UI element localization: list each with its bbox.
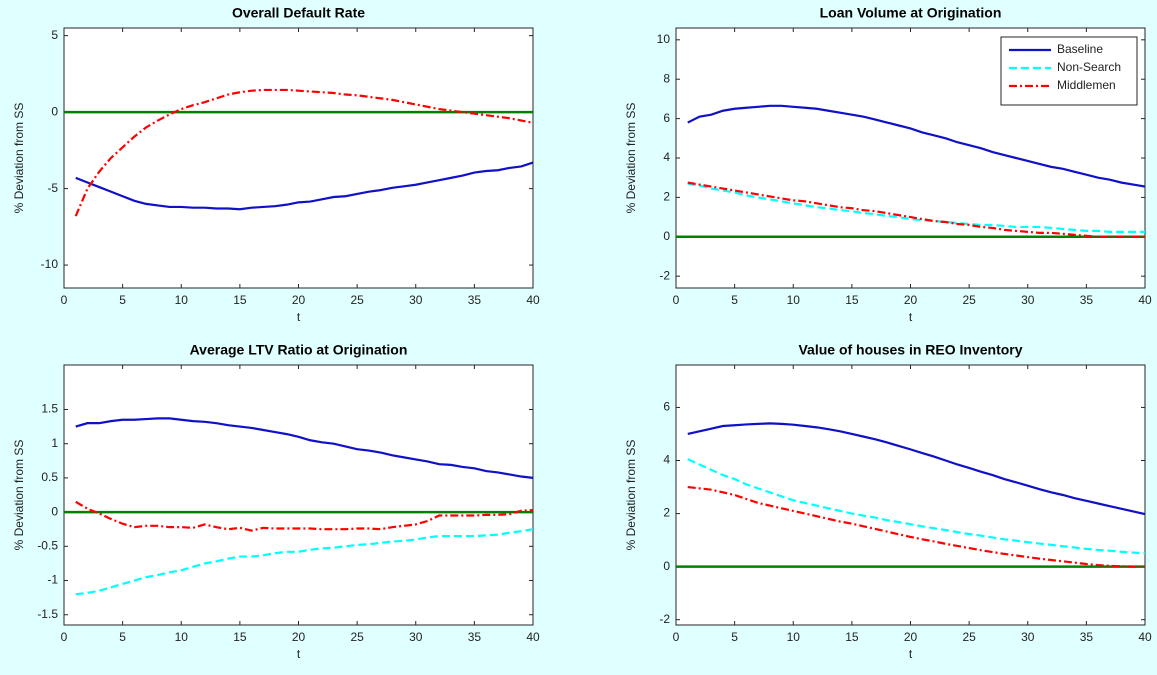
y-tick-label: -0.5 (37, 538, 58, 552)
y-tick-label: 1.5 (41, 402, 58, 416)
x-axis-label: t (297, 647, 301, 661)
chart-title: Overall Default Rate (232, 5, 365, 21)
legend-label: Non-Search (1057, 60, 1121, 74)
series-line (75, 161, 534, 211)
y-tick-label: 0 (51, 504, 58, 518)
x-tick-label: 30 (409, 293, 423, 307)
y-tick-label: 10 (657, 32, 671, 46)
x-tick-label: 15 (233, 630, 247, 644)
x-tick-label: 0 (673, 293, 680, 307)
x-axis-label: t (909, 310, 913, 324)
y-tick-label: 0 (663, 229, 670, 243)
x-tick-label: 15 (845, 293, 859, 307)
y-tick-label: 4 (663, 453, 670, 467)
x-tick-label: 0 (61, 293, 68, 307)
y-tick-label: 1 (51, 436, 58, 450)
x-tick-label: 30 (409, 630, 423, 644)
plot-area (63, 27, 534, 289)
x-tick-label: 25 (962, 630, 976, 644)
y-axis-label: % Deviation from SS (12, 103, 26, 214)
y-tick-label: 4 (663, 150, 670, 164)
y-tick-label: 0 (663, 559, 670, 573)
x-tick-label: 10 (175, 293, 189, 307)
y-tick-label: 6 (663, 400, 670, 414)
x-tick-label: 30 (1021, 293, 1035, 307)
legend-label: Baseline (1057, 42, 1103, 56)
x-tick-label: 10 (787, 630, 801, 644)
x-tick-label: 5 (119, 630, 126, 644)
x-tick-label: 40 (526, 630, 540, 644)
x-tick-label: 35 (1080, 630, 1094, 644)
y-tick-label: 8 (663, 71, 670, 85)
x-tick-label: 40 (1138, 293, 1152, 307)
y-tick-label: -10 (41, 257, 59, 271)
y-tick-label: -2 (659, 268, 670, 282)
x-tick-label: 25 (350, 293, 364, 307)
plot-area (63, 364, 534, 626)
series-line (687, 181, 1145, 238)
y-tick-label: -2 (659, 612, 670, 626)
x-tick-label: 30 (1021, 630, 1035, 644)
x-tick-label: 35 (468, 293, 482, 307)
series-line (75, 528, 534, 596)
chart-title: Value of houses in REO Inventory (798, 342, 1022, 358)
x-axis-label: t (909, 647, 913, 661)
x-tick-label: 20 (292, 630, 306, 644)
x-tick-label: 5 (731, 293, 738, 307)
series-line (687, 485, 1145, 568)
x-tick-label: 0 (673, 630, 680, 644)
x-tick-label: 15 (845, 630, 859, 644)
series-line (74, 88, 534, 217)
x-tick-label: 25 (962, 293, 976, 307)
series-line (75, 417, 534, 479)
plot-area (675, 364, 1146, 626)
x-tick-label: 20 (904, 630, 918, 644)
x-tick-label: 40 (1138, 630, 1152, 644)
y-tick-label: 2 (663, 506, 670, 520)
x-tick-label: 10 (175, 630, 189, 644)
y-tick-label: 2 (663, 190, 670, 204)
x-tick-label: 5 (119, 293, 126, 307)
x-tick-label: 35 (468, 630, 482, 644)
x-tick-label: 40 (526, 293, 540, 307)
x-tick-label: 15 (233, 293, 247, 307)
y-tick-label: -1 (47, 573, 58, 587)
y-tick-label: -1.5 (37, 607, 58, 621)
y-axis-label: % Deviation from SS (12, 440, 26, 551)
x-tick-label: 20 (904, 293, 918, 307)
series-line (687, 182, 1145, 233)
y-tick-label: 6 (663, 111, 670, 125)
series-line (687, 422, 1146, 516)
y-axis-label: % Deviation from SS (624, 103, 638, 214)
x-tick-label: 10 (787, 293, 801, 307)
x-tick-label: 5 (731, 630, 738, 644)
chart-title: Average LTV Ratio at Origination (190, 342, 408, 358)
x-tick-label: 0 (61, 630, 68, 644)
chart-title: Loan Volume at Origination (820, 5, 1002, 21)
y-tick-label: -5 (47, 181, 58, 195)
legend-box (1000, 36, 1138, 106)
series-line (687, 104, 1146, 188)
x-tick-label: 20 (292, 293, 306, 307)
y-axis-label: % Deviation from SS (624, 440, 638, 551)
y-tick-label: 0 (51, 104, 58, 118)
series-line (75, 500, 534, 532)
legend-label: Middlemen (1057, 78, 1116, 92)
y-tick-label: 5 (51, 28, 58, 42)
y-tick-label: 0.5 (41, 470, 58, 484)
x-tick-label: 35 (1080, 293, 1094, 307)
x-axis-label: t (297, 310, 301, 324)
x-tick-label: 25 (350, 630, 364, 644)
